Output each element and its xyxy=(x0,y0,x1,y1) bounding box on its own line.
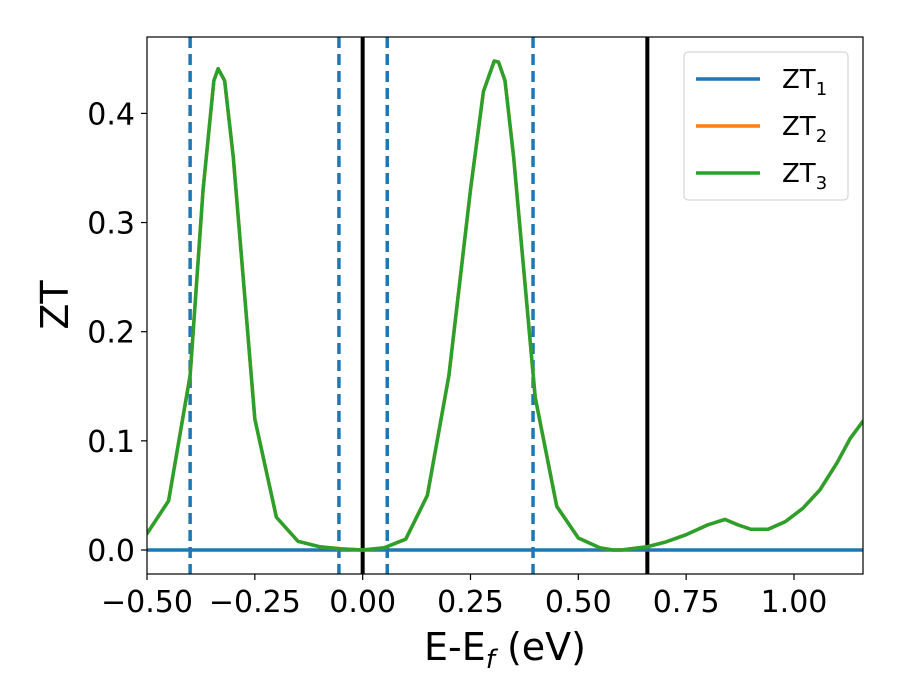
legend-label-zt1: ZT1 xyxy=(782,65,827,100)
x-axis-title: E-Ef (eV) xyxy=(424,625,586,675)
x-tick-label: −0.50 xyxy=(101,585,193,620)
y-tick-label: 0.2 xyxy=(87,316,135,351)
y-axis-title: ZT xyxy=(33,280,77,330)
x-tick-label: 1.00 xyxy=(761,585,828,620)
legend: ZT1 ZT2 ZT3 xyxy=(683,51,849,201)
legend-label-zt3: ZT3 xyxy=(782,159,827,194)
x-tick-label: 0.50 xyxy=(545,585,612,620)
y-tick-label: 0.1 xyxy=(87,425,135,460)
plot-frame xyxy=(146,36,864,575)
y-tick-label: 0.0 xyxy=(87,534,135,569)
series-line-zt3 xyxy=(147,59,863,552)
x-axis-ticks: −0.50 −0.25 0.00 0.25 0.50 0.75 1.00 xyxy=(101,574,827,620)
y-tick-label: 0.3 xyxy=(87,207,135,242)
x-tick-label: 0.00 xyxy=(329,585,396,620)
x-tick-label: −0.25 xyxy=(209,585,301,620)
x-tick-label: 0.75 xyxy=(653,585,720,620)
legend-box xyxy=(683,51,849,201)
y-axis-ticks: 0.0 0.1 0.2 0.3 0.4 xyxy=(87,97,147,569)
legend-entries: ZT1 ZT2 ZT3 xyxy=(696,65,827,194)
series-layer xyxy=(147,59,863,552)
x-tick-label: 0.25 xyxy=(437,585,504,620)
legend-label-zt2: ZT2 xyxy=(782,112,827,147)
y-tick-label: 0.4 xyxy=(87,97,135,132)
reference-lines xyxy=(188,37,650,574)
